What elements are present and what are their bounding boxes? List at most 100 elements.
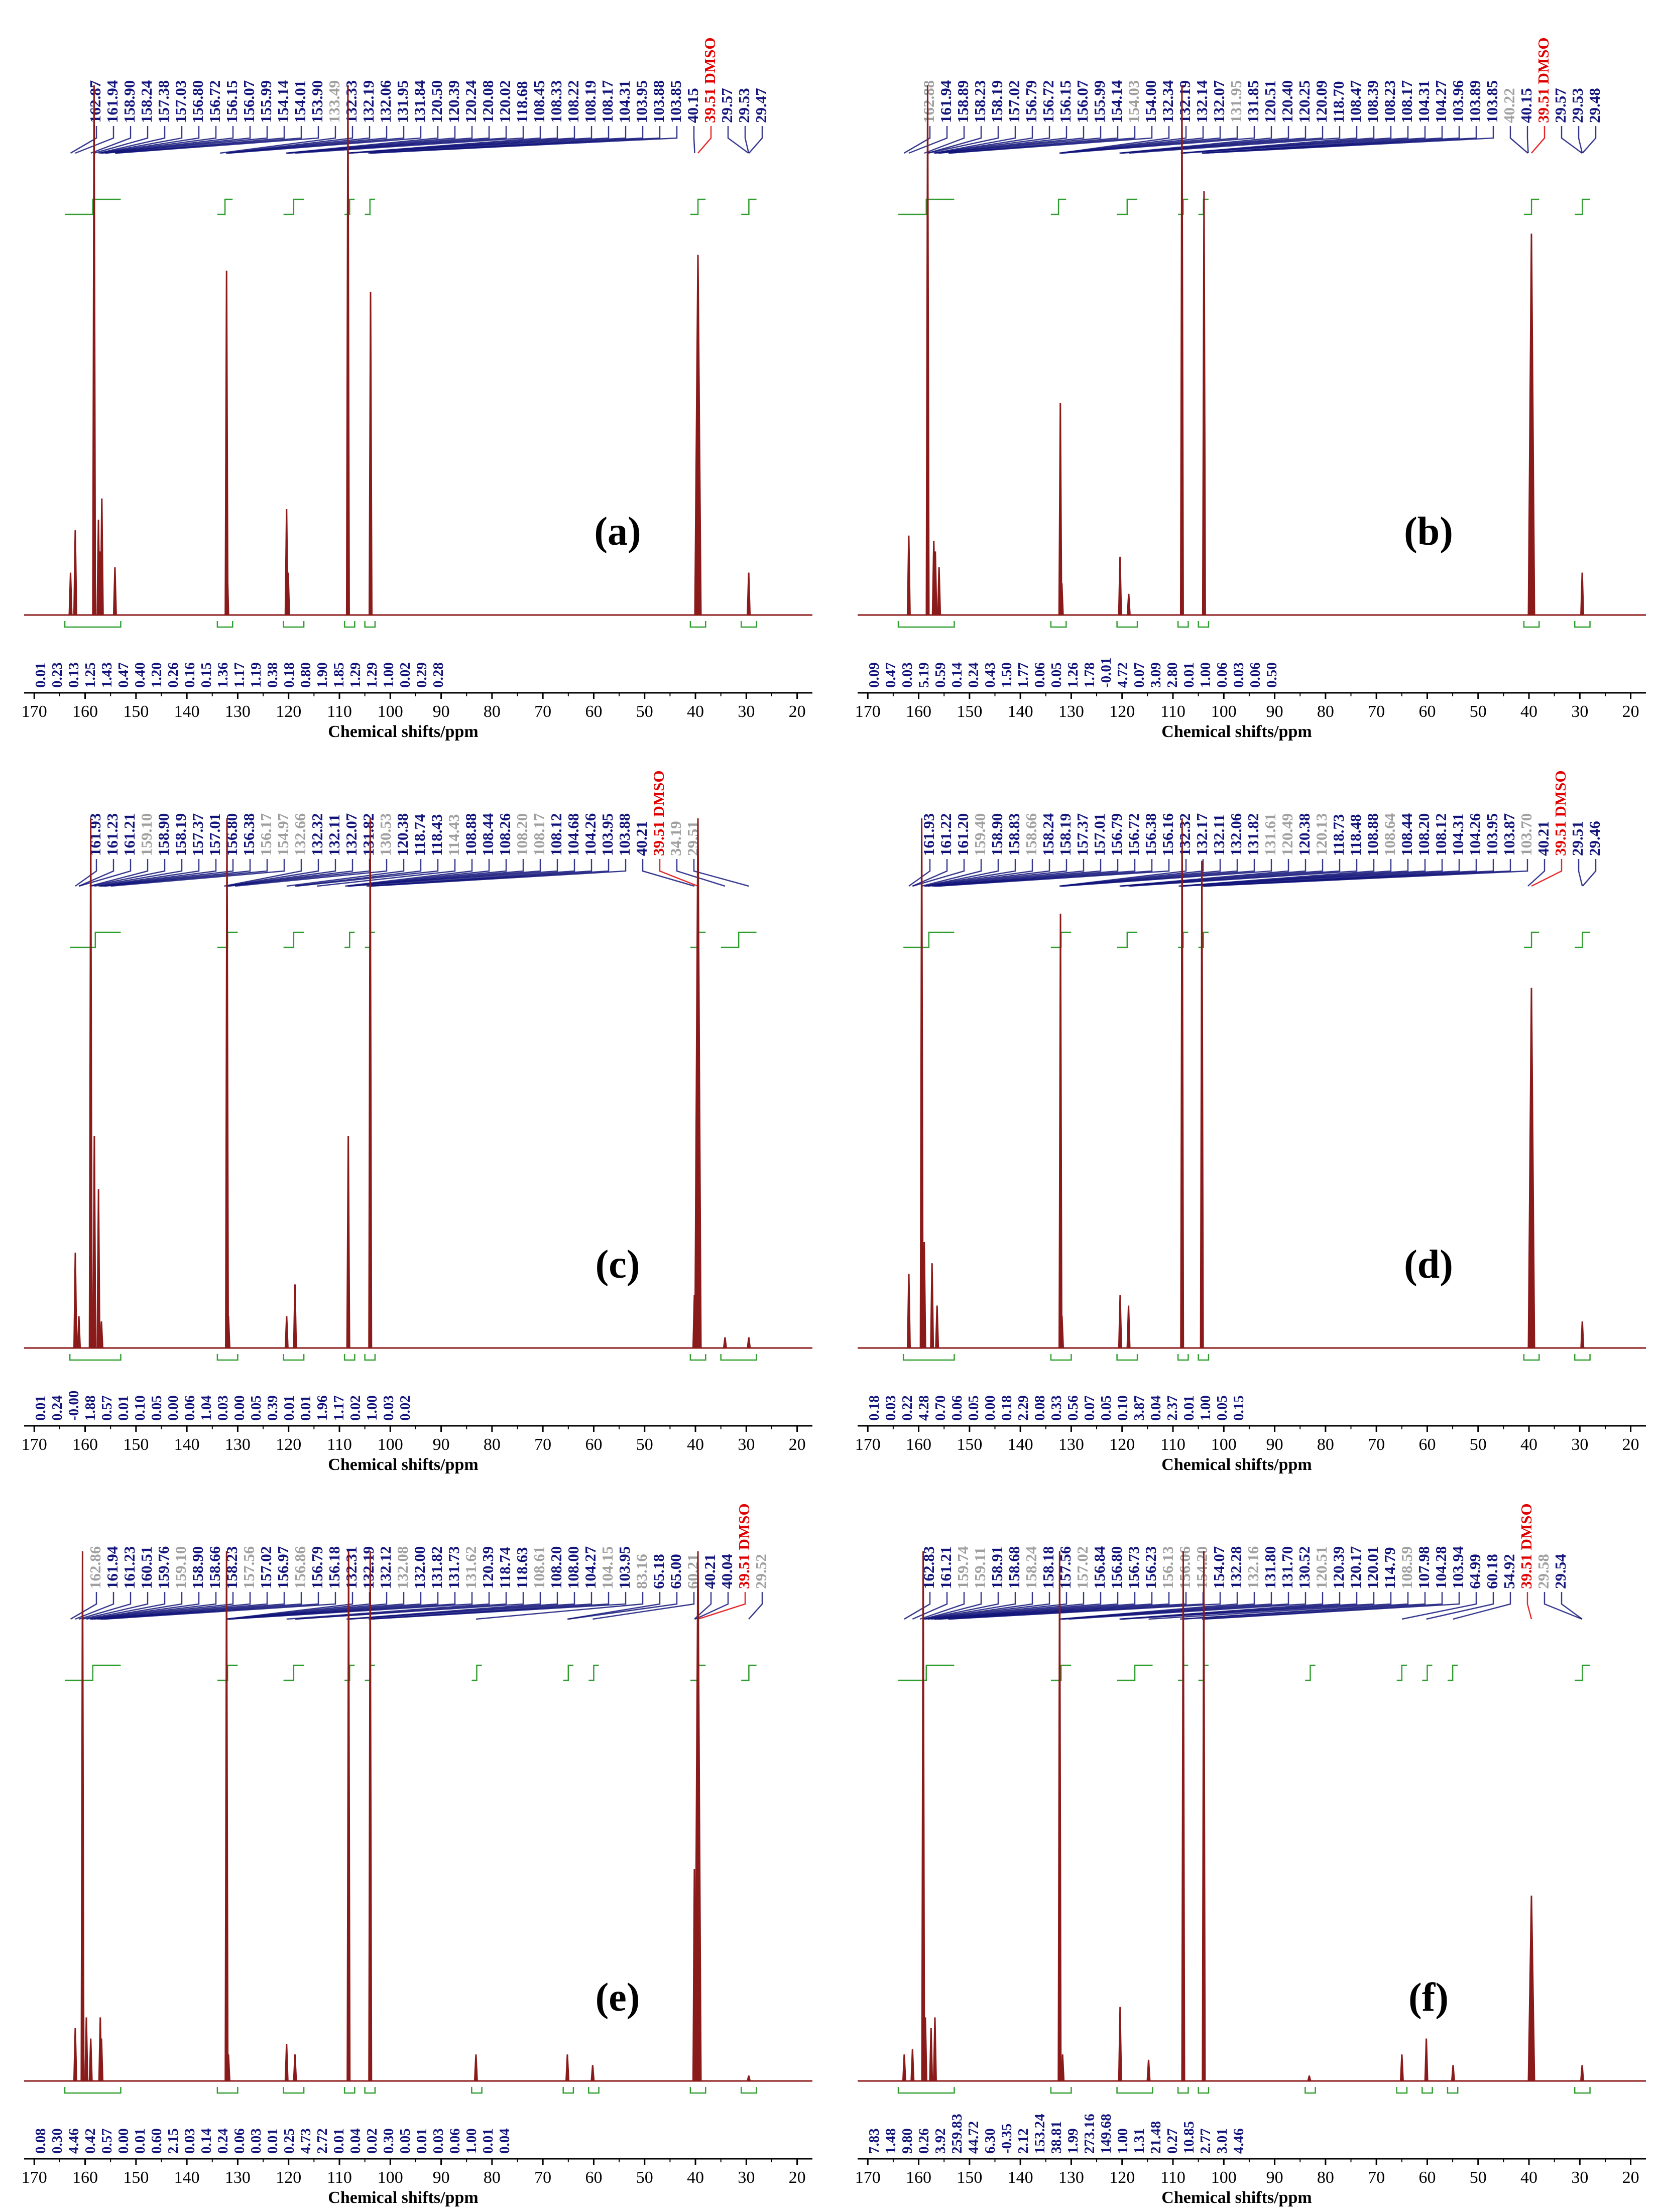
spectrum-peak	[1527, 1895, 1535, 2081]
integral-value-label: 0.56	[1065, 1395, 1081, 1421]
integral-curve	[283, 198, 304, 215]
peak-connector-line	[1182, 126, 1409, 154]
integral-bracket	[364, 1354, 376, 1361]
peak-connector-line	[904, 1592, 931, 1620]
peak-shift-label: 118.74	[496, 1547, 514, 1589]
peak-shift-label: 108.88	[462, 813, 480, 856]
peak-shift-label: 161.94	[103, 80, 121, 123]
peak-shift-label: 120.09	[1313, 80, 1330, 123]
integral-value-label: 0.42	[82, 2128, 98, 2154]
x-tick-label: 80	[484, 1435, 501, 1454]
peak-connector-line	[697, 126, 712, 154]
x-tick-label: 70	[534, 1435, 551, 1454]
integral-value-label: 0.10	[132, 1395, 148, 1421]
peak-connector-line	[748, 1592, 763, 1620]
peak-shift-label: 161.21	[121, 813, 138, 856]
x-tick-label: 170	[855, 1435, 881, 1454]
spectrum-peak	[1181, 1551, 1185, 2081]
spectrum-peak	[747, 2075, 751, 2081]
spectrum-peak	[590, 2065, 595, 2081]
peak-shift-label: 120.50	[428, 80, 445, 123]
peak-shift-label: 108.00	[564, 1546, 582, 1589]
peak-connector-line	[100, 859, 217, 887]
x-axis-title: Chemical shifts/ppm	[1161, 1455, 1312, 1474]
x-tick-label: 50	[1470, 702, 1487, 721]
peak-shift-label: 132.06	[1227, 813, 1245, 856]
peak-shift-label: 132.08	[394, 1546, 411, 1589]
peak-connector-line	[98, 859, 200, 887]
peak-shift-label: 156.38	[240, 813, 258, 856]
integral-value-label: 0.13	[66, 662, 82, 688]
spectrum-peak	[935, 1305, 939, 1348]
peak-connector-line	[228, 126, 422, 154]
peak-connector-line	[1531, 859, 1563, 887]
peak-connector-line	[476, 1592, 644, 1620]
peak-connector-line	[1182, 859, 1443, 887]
peak-shift-label: 104.26	[1466, 813, 1484, 856]
integral-value-label: 273.16	[1082, 2114, 1098, 2154]
peak-connector-line	[1526, 1592, 1532, 1620]
integral-value-label: 3.87	[1131, 1395, 1147, 1421]
peak-connector-line	[348, 859, 558, 887]
peak-shift-label: 132.14	[1193, 80, 1211, 123]
x-tick-label: 150	[123, 2168, 149, 2187]
x-tick-label: 80	[484, 2168, 501, 2187]
x-tick-label: 130	[1058, 702, 1084, 721]
integral-bracket	[216, 621, 233, 628]
peak-connector-line	[1205, 859, 1528, 887]
integral-curve	[283, 1664, 304, 1681]
peak-shift-label: 131.61	[1261, 813, 1279, 856]
peak-shift-label: 155.99	[257, 80, 275, 123]
integral-value-label: 0.43	[982, 662, 998, 688]
integral-value-label: 0.03	[899, 662, 915, 688]
peak-shift-label: 39.51 DMSO	[735, 1504, 753, 1589]
spectrum-peak	[1060, 2054, 1065, 2081]
integral-value-label: 0.23	[49, 662, 65, 688]
peak-connector-line	[101, 126, 217, 154]
integral-bracket	[283, 2087, 305, 2094]
integral-value-label: 0.06	[447, 2128, 463, 2154]
spectrum-peak	[92, 85, 96, 616]
peak-connector-line	[927, 126, 982, 154]
peak-shift-label: 157.37	[1074, 813, 1091, 856]
peak-shift-label: 130.53	[377, 813, 394, 856]
peak-connector-line	[676, 859, 726, 887]
integral-curve	[1305, 1664, 1316, 1681]
peak-shift-label: 131.70	[1278, 1546, 1296, 1589]
peak-shift-label: 104.27	[1432, 80, 1450, 123]
integral-curve	[1447, 1664, 1458, 1681]
integral-bracket	[216, 1354, 239, 1361]
peak-connector-line	[1401, 1592, 1477, 1620]
peak-shift-label: 158.23	[223, 1546, 241, 1589]
peak-shift-label: 132.31	[342, 1546, 360, 1589]
spectrum-peak	[694, 1551, 702, 2081]
integral-value-label: 1.26	[1065, 662, 1081, 688]
integral-value-label: 0.39	[265, 1395, 281, 1421]
x-tick-label: 100	[378, 2168, 403, 2187]
peak-connector-line	[1128, 126, 1341, 154]
peak-connector-line	[316, 859, 456, 887]
integral-value-label: 0.03	[182, 2128, 198, 2154]
integral-value-label: 0.57	[99, 2128, 115, 2154]
peak-connector-line	[931, 1592, 1067, 1620]
peak-connector-line	[349, 1592, 575, 1620]
peak-connector-line	[1578, 859, 1583, 887]
peak-connector-line	[94, 126, 149, 154]
integral-bracket	[1050, 621, 1067, 628]
integral-value-label: 0.01	[414, 2128, 430, 2154]
peak-shift-label: 132.17	[1193, 813, 1211, 856]
integral-bracket	[1396, 2087, 1408, 2094]
integral-value-label: 0.07	[1082, 1395, 1098, 1421]
peak-shift-label: 114.43	[445, 814, 462, 856]
integral-value-label: 0.24	[966, 662, 982, 688]
peak-connector-line	[1561, 1592, 1583, 1620]
peak-shift-label: 131.73	[445, 1546, 462, 1589]
x-tick-label: 40	[687, 702, 704, 721]
peak-connector-line	[286, 859, 405, 887]
peak-shift-label: 156.18	[325, 1546, 343, 1589]
peak-connector-line	[697, 1592, 746, 1620]
integral-curve	[1198, 931, 1209, 948]
peak-shift-label: 132.33	[342, 80, 360, 123]
integral-value-label: 0.18	[281, 662, 297, 688]
